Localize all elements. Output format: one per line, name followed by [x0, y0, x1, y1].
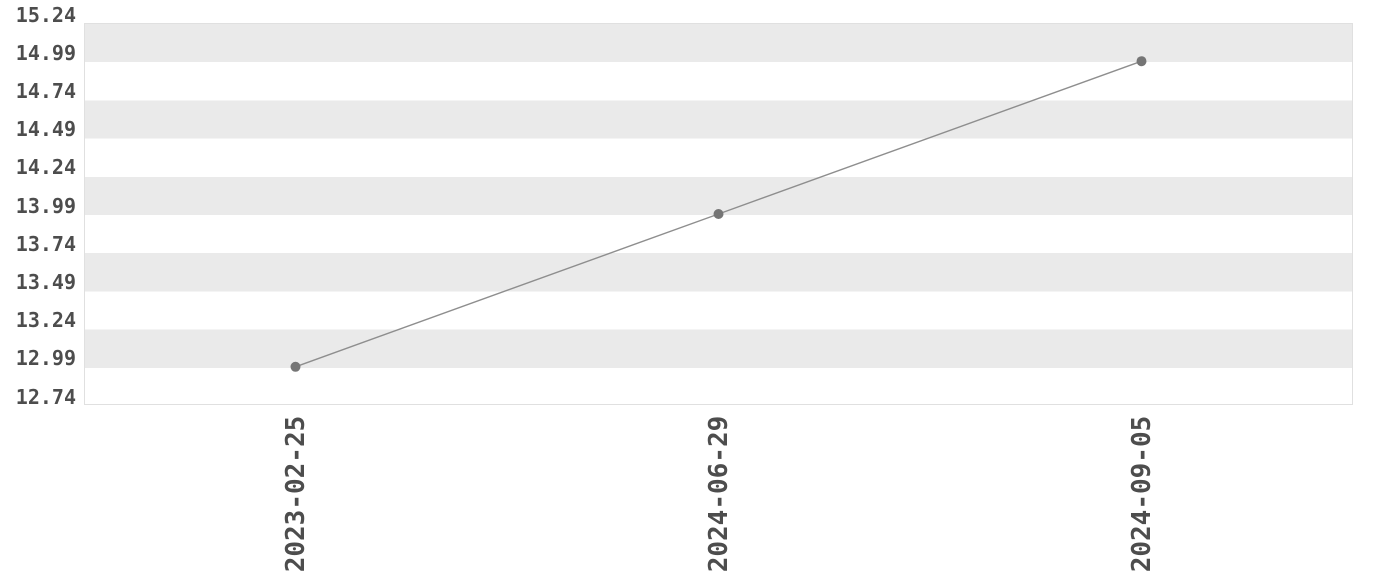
y-axis-tick-label: 13.74 — [15, 231, 76, 256]
y-axis-tick-label: 14.74 — [15, 78, 76, 103]
x-axis-tick-label: 2023-02-25 — [280, 415, 311, 573]
x-axis-tick-label: 2024-09-05 — [1126, 415, 1157, 573]
y-axis-tick-label: 12.99 — [15, 346, 76, 371]
y-axis-tick-label: 13.24 — [15, 308, 76, 333]
plot-area — [84, 23, 1353, 405]
y-axis-tick-label: 13.99 — [15, 193, 76, 218]
y-axis-tick-label: 13.49 — [15, 269, 76, 294]
y-axis-tick-label: 14.99 — [15, 40, 76, 65]
y-axis-tick-label: 15.24 — [15, 2, 76, 27]
y-axis-tick-label: 12.74 — [15, 384, 76, 409]
y-axis-tick-label: 14.49 — [15, 117, 76, 142]
y-axis-tick-label: 14.24 — [15, 155, 76, 180]
x-axis-tick-label: 2024-06-29 — [703, 415, 734, 573]
